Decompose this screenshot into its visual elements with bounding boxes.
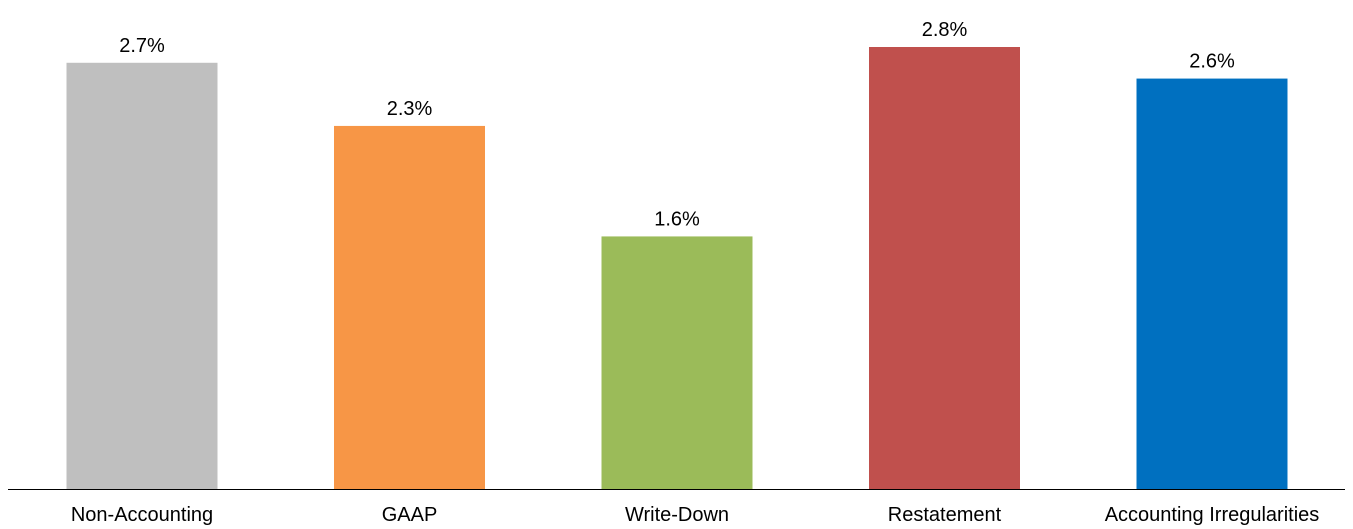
data-label-gaap: 2.3%: [387, 98, 433, 120]
x-tick-label-accounting-irregularities: Accounting Irregularities: [1105, 504, 1320, 526]
data-labels-group: 2.7% 2.3% 1.6% 2.8% 2.6%: [119, 19, 1235, 230]
x-tick-label-gaap: GAAP: [382, 504, 438, 526]
bar-gaap: [334, 125, 485, 489]
bar-restatement: [869, 47, 1020, 489]
data-label-restatement: 2.8%: [922, 19, 968, 41]
x-tick-labels-group: Non-Accounting GAAP Write-Down Restatement A…: [71, 504, 1319, 526]
bars-group: [66, 47, 1288, 490]
bar-accounting-irregularities: [1136, 78, 1288, 490]
data-label-accounting-irregularities: 2.6%: [1189, 51, 1235, 73]
x-tick-label-restatement: Restatement: [888, 504, 1002, 526]
x-tick-label-non-accounting: Non-Accounting: [71, 504, 213, 526]
x-tick-label-write-down: Write-Down: [625, 504, 729, 526]
bar-non-accounting: [66, 62, 218, 490]
data-label-write-down: 1.6%: [654, 208, 700, 230]
bar-write-down: [601, 236, 753, 489]
data-label-non-accounting: 2.7%: [119, 35, 165, 57]
